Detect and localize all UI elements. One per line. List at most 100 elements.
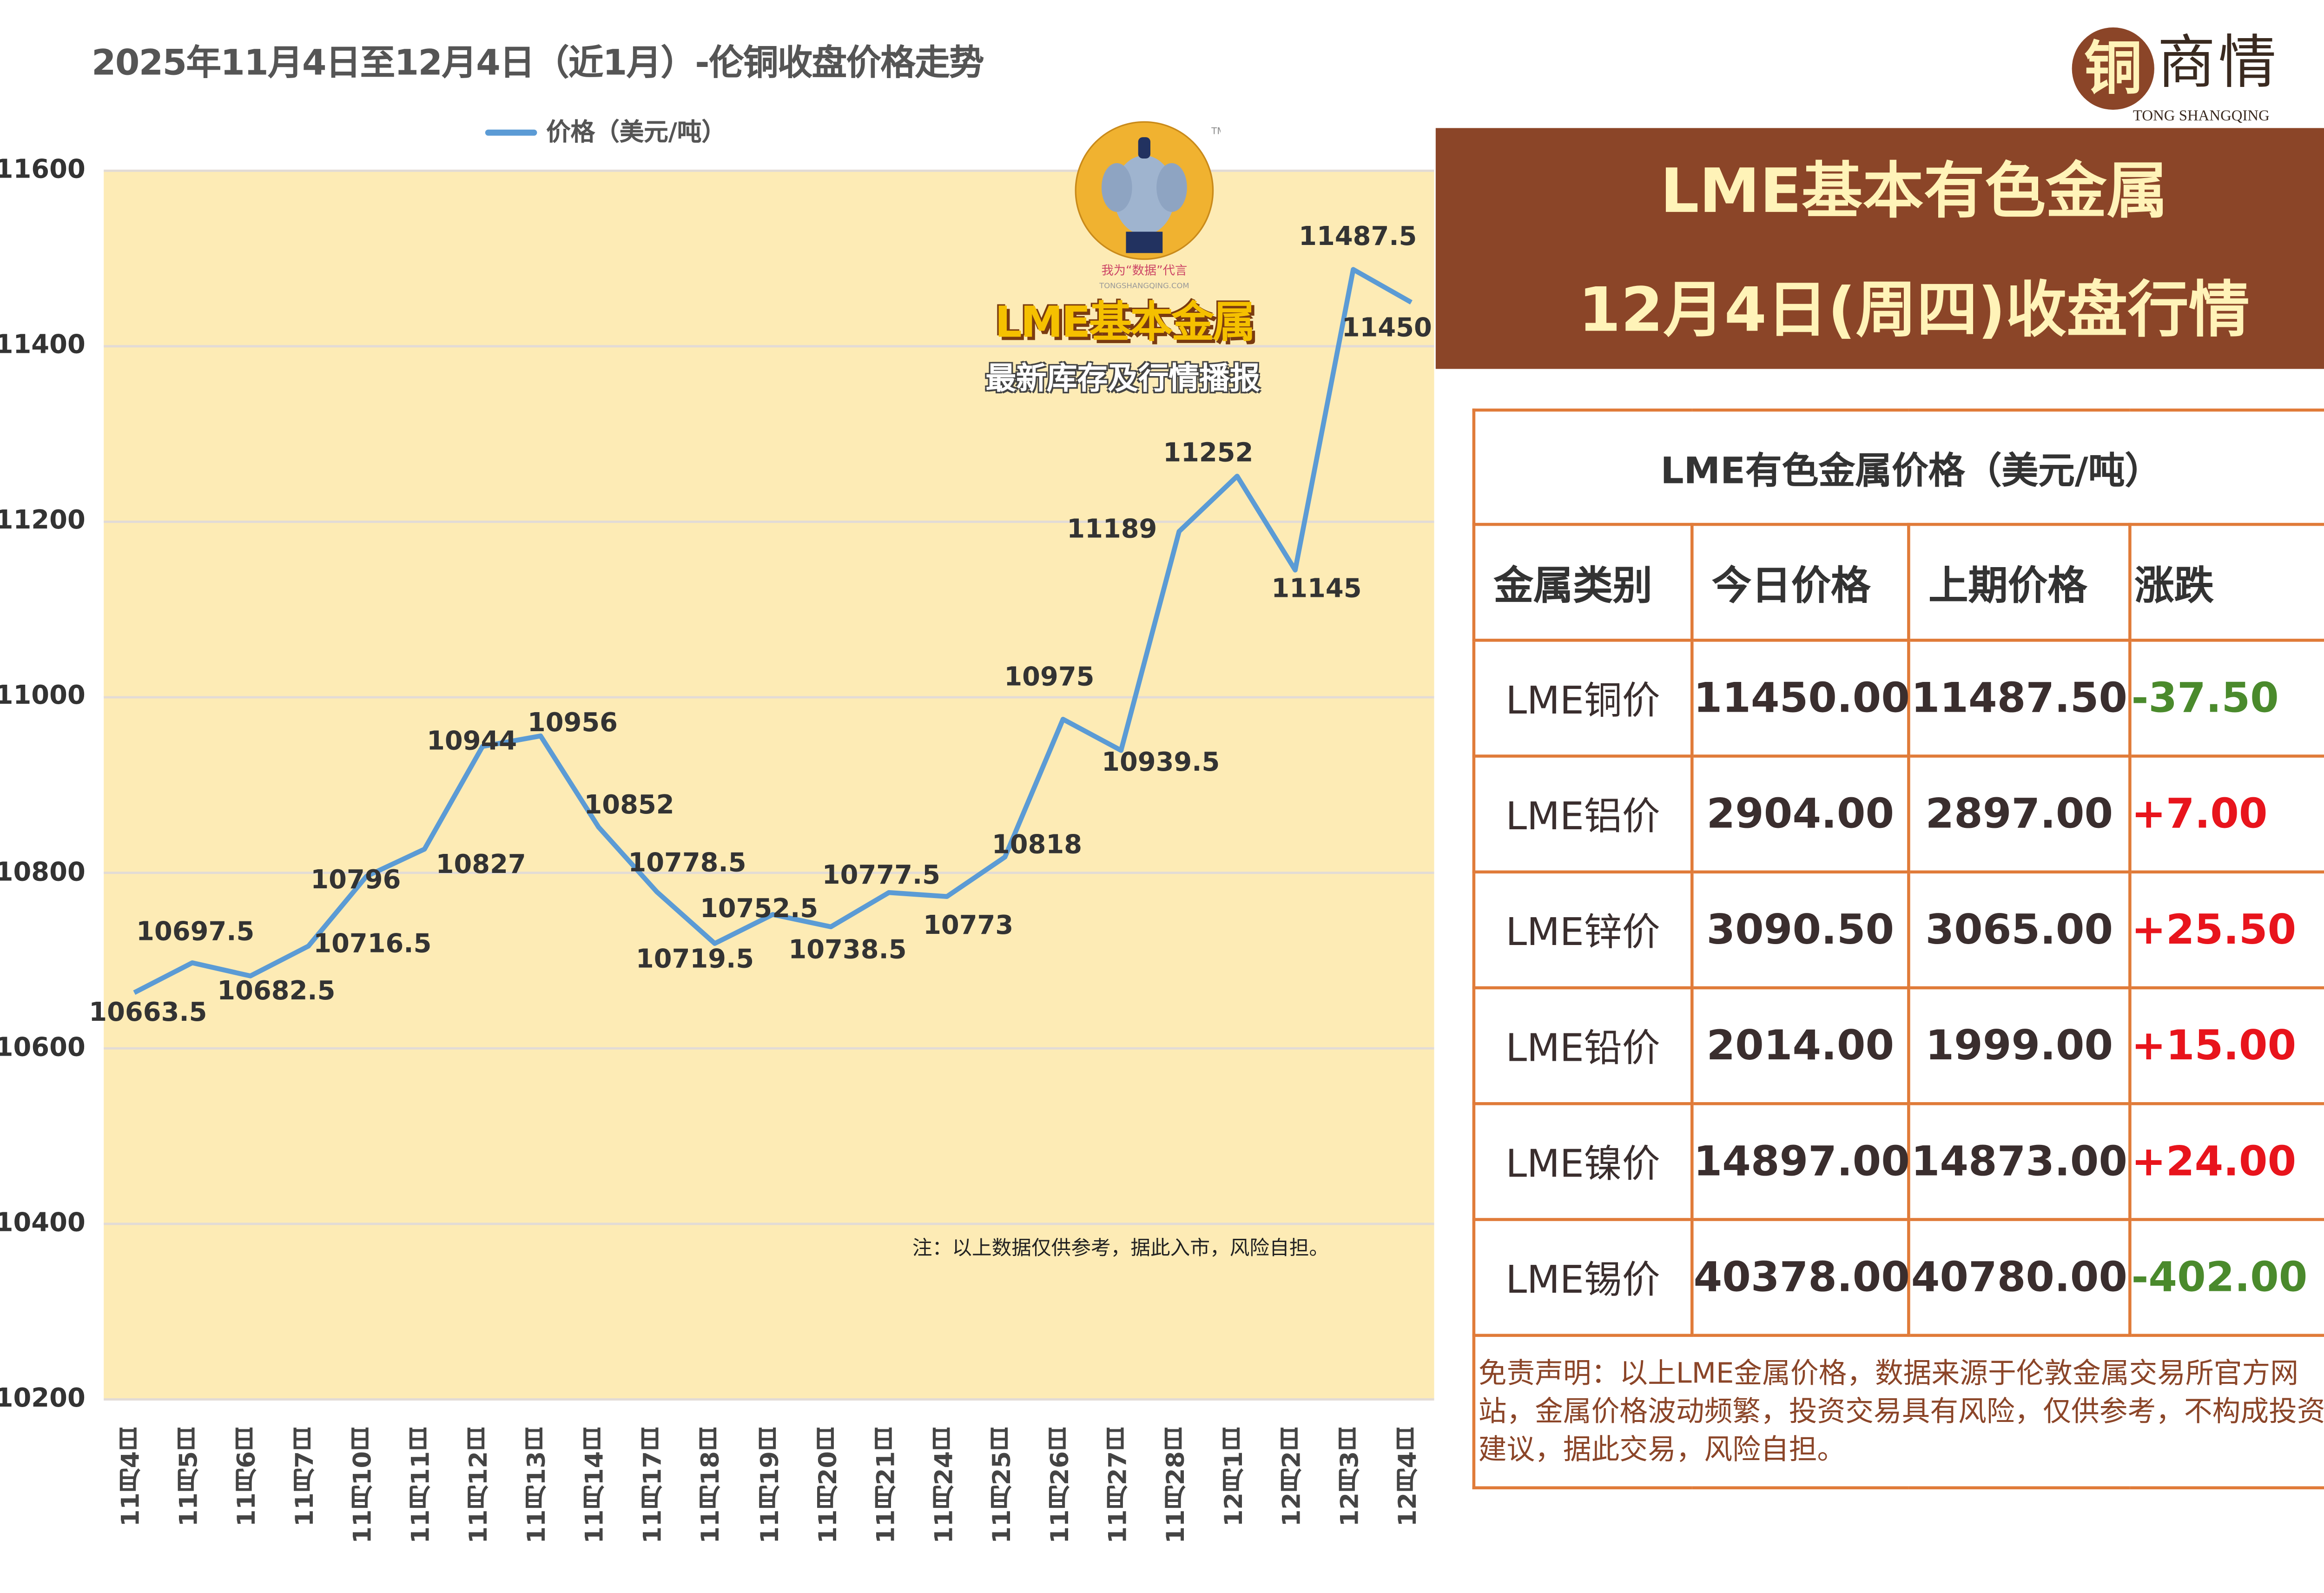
metal-name: LME镍价 <box>1472 1102 1694 1221</box>
x-tick-label: 11月18日 <box>696 1427 726 1544</box>
watermark-title: LME基本金属 <box>995 297 1255 348</box>
x-tick-label: 11月12日 <box>464 1427 494 1544</box>
tong-shangqing-logo: 铜 商情 TONG SHANGQING <box>2072 21 2324 128</box>
y-tick-label: 11400 <box>0 330 86 361</box>
watermark-subtitle: 最新库存及行情播报 <box>985 359 1261 397</box>
x-tick-label: 11月25日 <box>986 1427 1016 1544</box>
logo-text: 商情 <box>2157 29 2280 96</box>
banner-line-1: LME基本有色金属 <box>1660 157 2168 227</box>
data-label: 11189 <box>1067 514 1157 545</box>
data-point <box>482 746 483 747</box>
x-tick-label: 11月6日 <box>232 1427 261 1527</box>
x-tick-label: 11月5日 <box>174 1427 203 1527</box>
x-tick-label: 11月21日 <box>870 1427 900 1544</box>
logo-pinyin: TONG SHANGQING <box>2133 108 2270 125</box>
table-row: LME铜价 11450.00 11487.50 -37.50 <box>1472 639 2324 758</box>
data-label: 10697.5 <box>136 916 255 947</box>
x-tick-label: 11月13日 <box>522 1427 552 1544</box>
data-point <box>772 914 773 915</box>
chart-legend: 价格（美元/吨） <box>485 119 726 146</box>
today-price: 2014.00 <box>1690 986 1910 1105</box>
today-price: 3090.50 <box>1690 870 1910 990</box>
today-price: 11450.00 <box>1690 639 1910 758</box>
x-tick-label: 12月2日 <box>1277 1427 1306 1527</box>
x-tick-label: 11月7日 <box>290 1427 319 1527</box>
data-point <box>714 943 715 944</box>
x-tick-label: 11月4日 <box>116 1427 145 1527</box>
price-change: +24.00 <box>2128 1102 2324 1221</box>
price-table: LME有色金属价格（美元/吨） 金属类别 今日价格 上期价格 涨跌 LME铜价 1… <box>1472 408 2324 1489</box>
column-header: 今日价格 <box>1690 522 1910 642</box>
data-label: 11450 <box>1341 314 1432 345</box>
legend-swatch <box>485 129 537 136</box>
data-label: 10719.5 <box>635 944 754 975</box>
x-tick-label: 11月28日 <box>1161 1427 1190 1544</box>
y-tick-label: 10800 <box>0 857 86 888</box>
data-label: 10773 <box>923 911 1014 942</box>
disclaimer: 免责声明：以上LME金属价格，数据来源于伦敦金属交易所官方网站，金属价格波动频繁… <box>1472 1334 2324 1489</box>
column-header: 上期价格 <box>1907 522 2132 642</box>
price-change: +25.50 <box>2128 870 2324 990</box>
previous-price: 2897.00 <box>1907 754 2132 874</box>
data-label: 10852 <box>584 790 674 821</box>
data-label: 10682.5 <box>217 977 336 1008</box>
data-label: 10663.5 <box>89 998 207 1029</box>
data-label: 10975 <box>1004 662 1095 693</box>
column-header: 涨跌 <box>2128 522 2324 642</box>
x-tick-label: 11月24日 <box>928 1427 958 1544</box>
data-label: 10827 <box>436 850 526 881</box>
data-label: 10777.5 <box>822 860 940 891</box>
data-point <box>1411 302 1412 303</box>
data-point <box>1121 750 1122 751</box>
previous-price: 40780.00 <box>1907 1218 2132 1337</box>
previous-price: 14873.00 <box>1907 1102 2132 1221</box>
data-label: 11487.5 <box>1299 221 1417 252</box>
previous-price: 1999.00 <box>1907 986 2132 1105</box>
y-tick-label: 10400 <box>0 1208 86 1239</box>
chart-title: 2025年11月4日至12月4日（近1月）-伦铜收盘价格走势 <box>91 44 984 84</box>
today-price: 40378.00 <box>1690 1218 1910 1337</box>
data-point <box>134 992 135 993</box>
x-tick-label: 11月19日 <box>754 1427 784 1544</box>
logo-char: 铜 <box>2084 35 2142 102</box>
metal-name: LME铜价 <box>1472 639 1694 758</box>
x-tick-label: 11月20日 <box>812 1427 842 1544</box>
tm-mark: TM <box>1211 126 1221 137</box>
logo-circle <box>2072 27 2154 110</box>
watermark-slogan: 我为“数据”代言 <box>1102 264 1188 278</box>
data-label: 11145 <box>1271 574 1362 605</box>
price-change: -37.50 <box>2128 639 2324 758</box>
table-row: LME锌价 3090.50 3065.00 +25.50 <box>1472 870 2324 990</box>
banner-line-2: 12月4日(周四)收盘行情 <box>1578 276 2250 346</box>
data-label: 10738.5 <box>788 935 907 966</box>
today-price: 14897.00 <box>1690 1102 1910 1221</box>
x-tick-label: 12月4日 <box>1393 1427 1422 1527</box>
data-label: 10778.5 <box>628 848 746 879</box>
data-label: 10818 <box>991 830 1083 861</box>
plot-area <box>104 171 1434 1400</box>
table-row: LME铅价 2014.00 1999.00 +15.00 <box>1472 986 2324 1105</box>
table-row: LME锡价 40378.00 40780.00 -402.00 <box>1472 1218 2324 1337</box>
x-tick-label: 11月11日 <box>406 1427 436 1544</box>
data-label: 10796 <box>310 865 401 896</box>
y-tick-label: 11600 <box>0 155 86 185</box>
y-tick-label: 11200 <box>0 506 86 537</box>
metal-name: LME铝价 <box>1472 754 1694 874</box>
column-header: 金属类别 <box>1472 522 1694 642</box>
y-tick-label: 10200 <box>0 1383 86 1415</box>
metal-name: LME锡价 <box>1472 1218 1694 1337</box>
table-title: LME有色金属价格（美元/吨） <box>1472 408 2324 526</box>
table-row: LME镍价 14897.00 14873.00 +24.00 <box>1472 1102 2324 1221</box>
today-price: 2904.00 <box>1690 754 1910 874</box>
x-tick-label: 11月27日 <box>1103 1427 1132 1544</box>
data-label: 10752.5 <box>700 894 819 925</box>
table-row: LME铝价 2904.00 2897.00 +7.00 <box>1472 754 2324 874</box>
previous-price: 11487.50 <box>1907 639 2132 758</box>
data-label: 10716.5 <box>313 929 432 959</box>
x-tick-label: 11月14日 <box>580 1427 609 1544</box>
chart-note: 注：以上数据仅供参考，据此入市，风险自担。 <box>912 1237 1329 1261</box>
x-tick-label: 12月3日 <box>1335 1427 1364 1527</box>
y-tick-label: 10600 <box>0 1032 86 1063</box>
title-banner: LME基本有色金属 12月4日(周四)收盘行情 <box>1435 128 2324 369</box>
